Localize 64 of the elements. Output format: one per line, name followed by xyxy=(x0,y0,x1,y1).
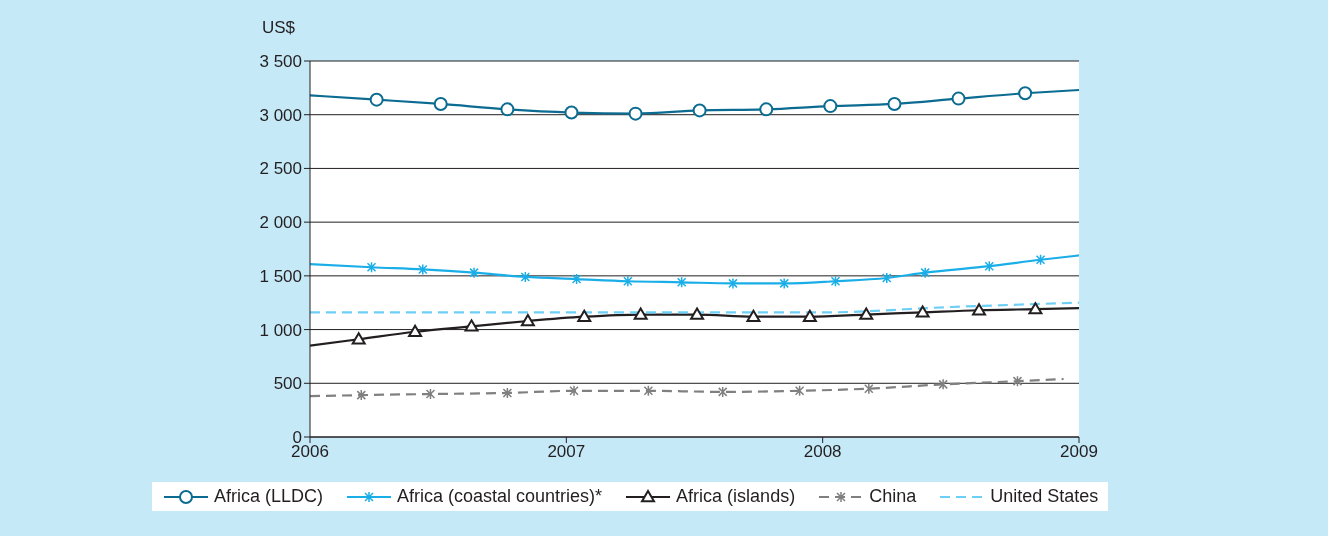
point xyxy=(500,102,515,117)
point xyxy=(1012,375,1023,387)
point xyxy=(1018,86,1033,101)
point xyxy=(830,275,841,287)
point xyxy=(369,92,384,107)
legend-label: United States xyxy=(990,486,1099,507)
point xyxy=(794,385,805,397)
point xyxy=(823,99,838,114)
point xyxy=(418,263,428,276)
x-tick-label: 2007 xyxy=(547,442,586,462)
point xyxy=(502,387,513,399)
point xyxy=(779,277,789,290)
point xyxy=(623,275,633,287)
y-tick-label: 2 000 xyxy=(259,213,302,233)
point xyxy=(643,385,654,397)
legend-label: Africa (islands) xyxy=(676,486,796,507)
point xyxy=(520,271,531,283)
y-tick-label: 3 500 xyxy=(259,52,302,72)
point xyxy=(920,266,930,279)
point xyxy=(972,303,987,316)
point xyxy=(356,389,367,401)
point xyxy=(690,307,705,320)
legend-label: China xyxy=(869,486,917,507)
point xyxy=(408,324,423,337)
point xyxy=(938,378,948,391)
point xyxy=(882,272,892,284)
point xyxy=(676,276,687,289)
point xyxy=(887,96,902,111)
y-tick-label: 3 000 xyxy=(259,105,302,125)
legend-label: Africa (LLDC) xyxy=(214,486,324,507)
point xyxy=(951,91,966,106)
point xyxy=(746,309,761,322)
point xyxy=(915,305,930,318)
point xyxy=(717,386,728,398)
point xyxy=(859,307,874,320)
point xyxy=(633,307,648,320)
x-tick-label: 2008 xyxy=(803,442,842,462)
point xyxy=(433,96,448,111)
point xyxy=(984,260,995,272)
point xyxy=(469,266,479,279)
point xyxy=(571,273,582,285)
point xyxy=(366,261,377,274)
point xyxy=(577,309,592,322)
x-tick-label: 2009 xyxy=(1060,442,1098,462)
y-axis-title: US$ xyxy=(262,18,296,38)
point xyxy=(464,319,479,332)
y-tick-label: 1 500 xyxy=(259,266,302,286)
point xyxy=(564,105,579,120)
y-tick-label: 500 xyxy=(273,374,302,394)
point xyxy=(692,103,707,118)
point xyxy=(1035,253,1046,266)
point xyxy=(759,102,774,117)
point xyxy=(728,277,738,290)
y-tick-label: 2 500 xyxy=(259,159,302,179)
point xyxy=(864,382,874,395)
point xyxy=(425,388,436,400)
point xyxy=(628,106,643,121)
point xyxy=(351,332,366,345)
y-tick-label: 1 000 xyxy=(259,320,302,340)
point xyxy=(802,309,817,322)
point xyxy=(569,385,579,397)
legend-label: Africa (coastal countries)* xyxy=(397,486,603,507)
point xyxy=(1028,302,1043,315)
point xyxy=(520,313,535,327)
